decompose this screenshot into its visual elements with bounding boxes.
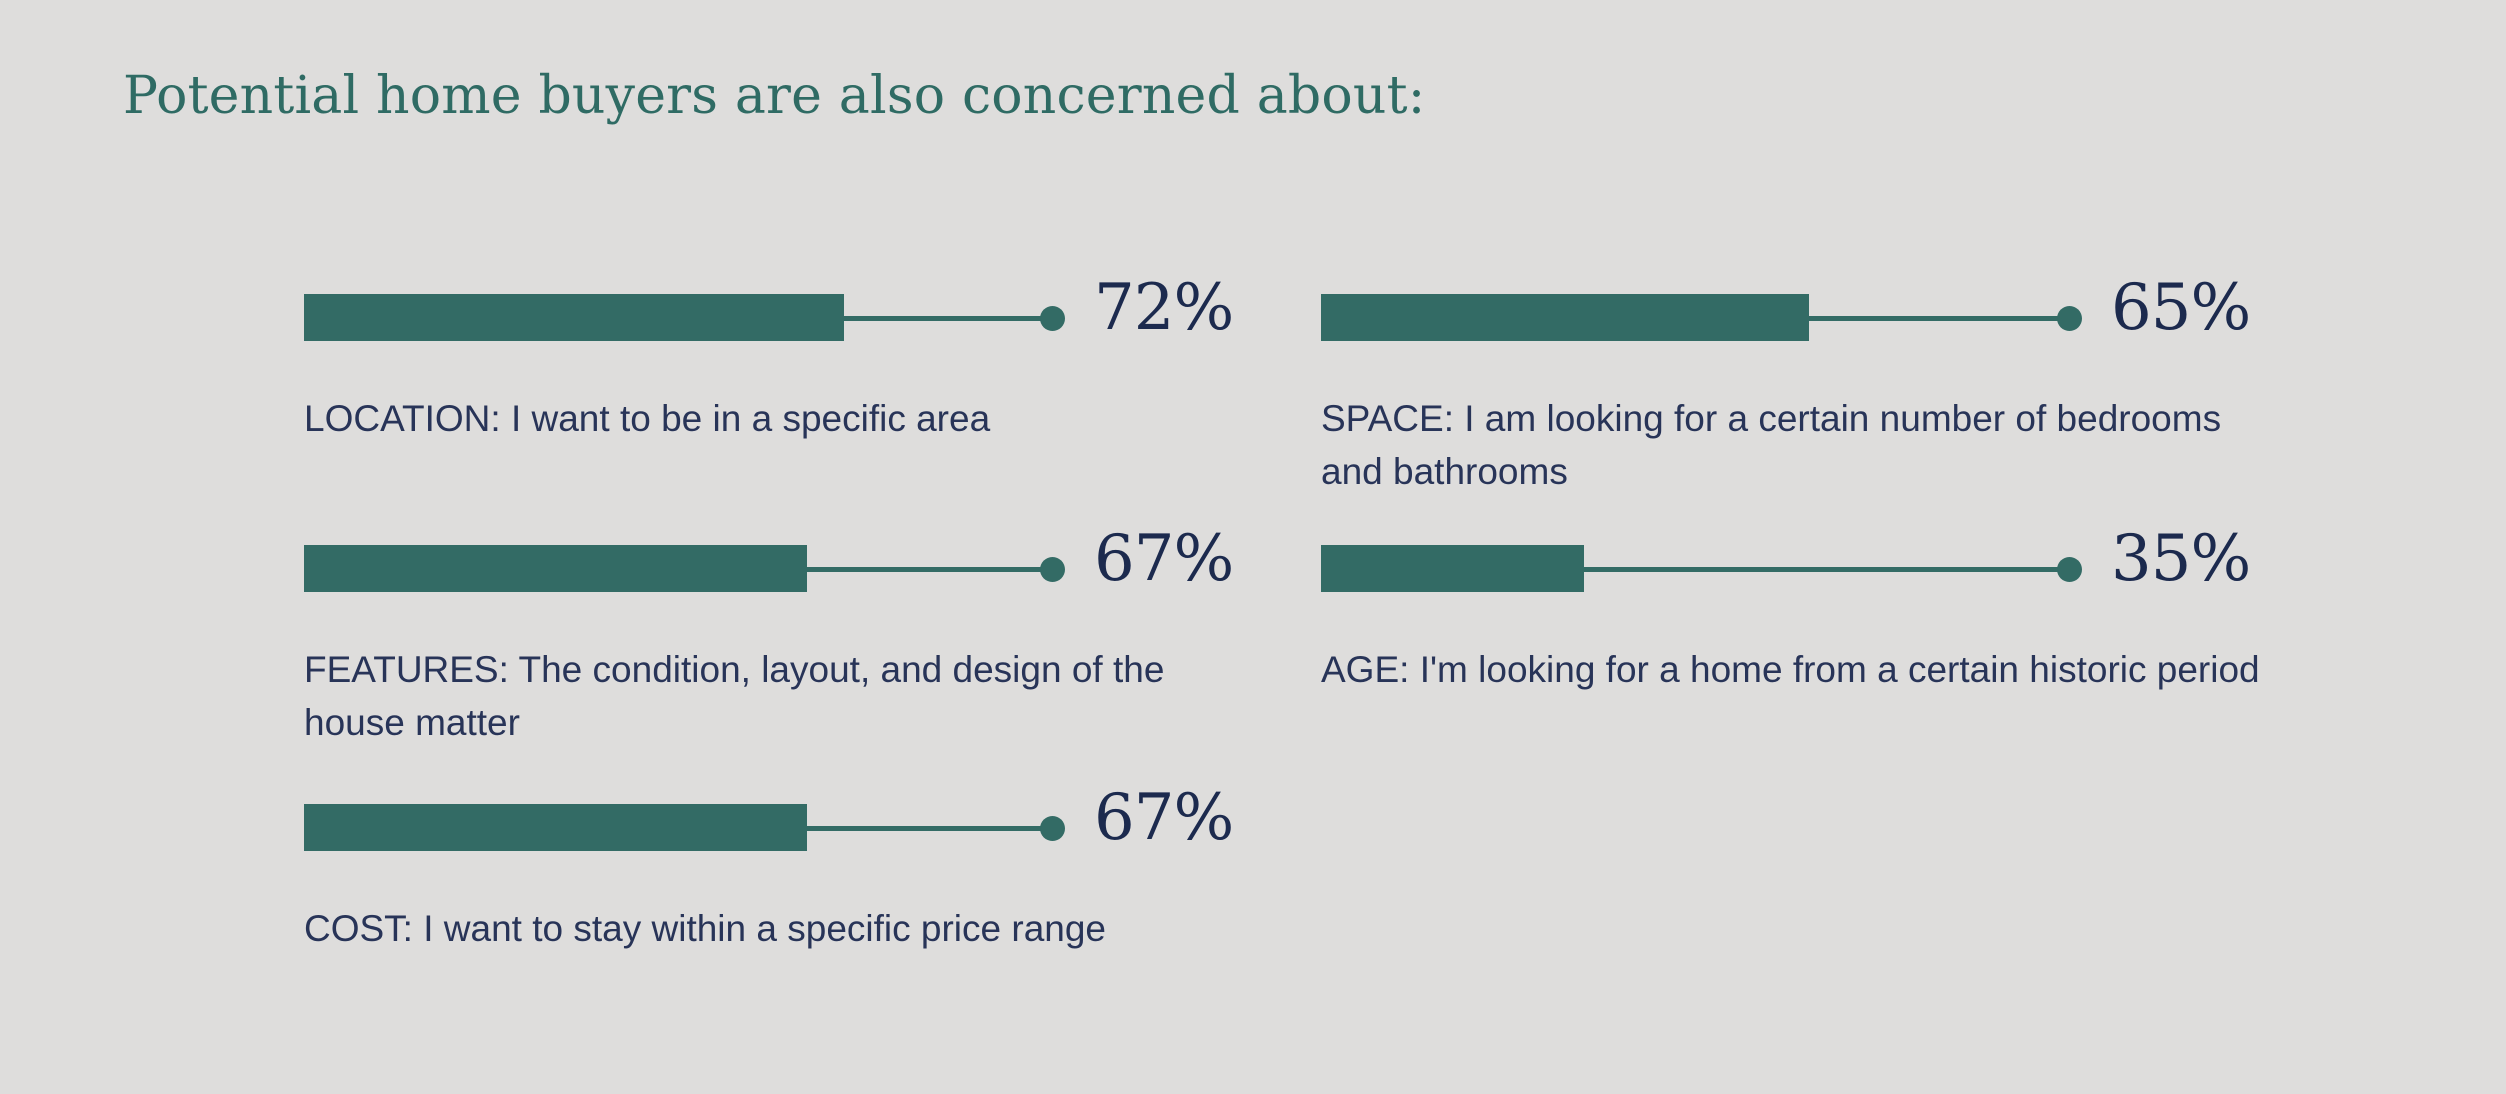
value-label: 72%	[1094, 271, 1234, 345]
bar-track: 67%	[304, 781, 1264, 904]
bar-end-dot	[2056, 306, 2082, 331]
bar-fill	[304, 545, 807, 592]
bar-item-features: 67% FEATURES: The condition, layout, and …	[304, 522, 1264, 775]
bar-end-dot	[1039, 306, 1065, 331]
bar-fill	[1321, 545, 1584, 592]
bar-connector-line	[1583, 567, 2069, 572]
bar-fill	[304, 294, 844, 341]
bar-connector-line	[1808, 316, 2069, 321]
bar-description: SPACE: I am looking for a certain number…	[1321, 398, 2222, 492]
value-label: 67%	[1094, 781, 1234, 855]
bar-track: 67%	[304, 522, 1264, 645]
bar-fill	[304, 804, 807, 851]
bar-description: LOCATION: I want to be in a specific are…	[304, 398, 991, 439]
bar-track: 35%	[1321, 522, 2281, 645]
bar-track: 65%	[1321, 271, 2281, 394]
bar-end-dot	[1039, 557, 1065, 582]
value-label: 67%	[1094, 522, 1234, 596]
chart-title: Potential home buyers are also concerned…	[123, 66, 1426, 126]
bar-connector-line	[806, 826, 1052, 831]
bar-fill	[1321, 294, 1809, 341]
bar-connector-line	[844, 316, 1052, 321]
value-label: 65%	[2111, 271, 2251, 345]
bar-description: FEATURES: The condition, layout, and des…	[304, 649, 1165, 743]
bar-description: COST: I want to stay within a specific p…	[304, 908, 1107, 949]
bar-end-dot	[2056, 557, 2082, 582]
bar-description: AGE: I'm looking for a home from a certa…	[1321, 649, 2260, 690]
bar-item-age: 35% AGE: I'm looking for a home from a ce…	[1321, 522, 2281, 775]
bar-end-dot	[1039, 816, 1065, 841]
bar-item-location: 72% LOCATION: I want to be in a specific …	[304, 271, 1264, 524]
bar-track: 72%	[304, 271, 1264, 394]
bar-item-space: 65% SPACE: I am looking for a certain num…	[1321, 271, 2281, 524]
bar-connector-line	[806, 567, 1052, 572]
value-label: 35%	[2111, 522, 2251, 596]
bar-item-cost: 67% COST: I want to stay within a specifi…	[304, 781, 1264, 1034]
